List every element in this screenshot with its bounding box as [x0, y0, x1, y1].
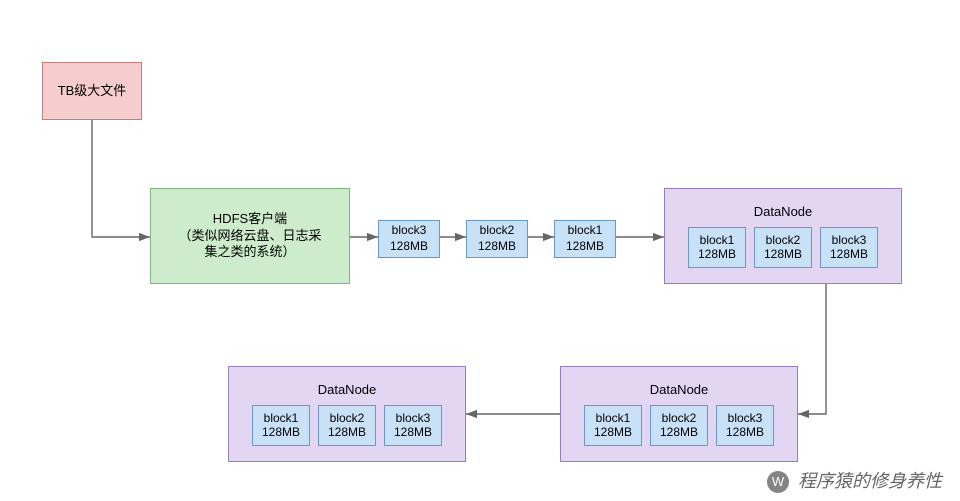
hdfs-line3: 集之类的系统） [204, 244, 295, 261]
watermark-text: 程序猿的修身养性 [798, 471, 942, 491]
datanode-3-title: DataNode [318, 382, 377, 399]
datanode-block-bot: 128MB [656, 425, 702, 439]
datanode-block-bot: 128MB [694, 247, 740, 261]
watermark: W 程序猿的修身养性 [767, 467, 942, 493]
datanode-1-blocks: block1128MBblock2128MBblock3128MB [688, 227, 878, 268]
datanode-block: block2128MB [650, 405, 708, 446]
node-tb-file: TB级大文件 [42, 62, 142, 120]
node-datanode-3: DataNode block1128MBblock2128MBblock3128… [228, 366, 466, 462]
datanode-block-bot: 128MB [590, 425, 636, 439]
node-datanode-1: DataNode block1128MBblock2128MBblock3128… [664, 188, 902, 284]
edge-tb-to-hdfs [92, 120, 150, 237]
datanode-block-bot: 128MB [760, 247, 806, 261]
datanode-block-bot: 128MB [826, 247, 872, 261]
datanode-block-top: block1 [258, 411, 304, 425]
datanode-block: block1128MB [688, 227, 746, 268]
datanode-block-top: block1 [590, 411, 636, 425]
datanode-1-title: DataNode [754, 204, 813, 221]
pipe-block3-top: block3 [392, 223, 427, 239]
datanode-block: block1128MB [252, 405, 310, 446]
datanode-block-bot: 128MB [390, 425, 436, 439]
datanode-block-top: block3 [390, 411, 436, 425]
datanode-2-title: DataNode [650, 382, 709, 399]
datanode-block-top: block2 [324, 411, 370, 425]
node-pipe-block3: block3 128MB [378, 220, 440, 258]
datanode-block-top: block3 [722, 411, 768, 425]
datanode-block-top: block2 [760, 233, 806, 247]
node-pipe-block2: block2 128MB [466, 220, 528, 258]
datanode-block: block2128MB [754, 227, 812, 268]
datanode-block: block3128MB [716, 405, 774, 446]
datanode-block-bot: 128MB [324, 425, 370, 439]
datanode-3-blocks: block1128MBblock2128MBblock3128MB [252, 405, 442, 446]
datanode-block-top: block3 [826, 233, 872, 247]
datanode-block-bot: 128MB [722, 425, 768, 439]
pipe-block2-top: block2 [480, 223, 515, 239]
datanode-block-top: block1 [694, 233, 740, 247]
datanode-block: block2128MB [318, 405, 376, 446]
node-hdfs-client: HDFS客户端 （类似网络云盘、日志采 集之类的系统） [150, 188, 350, 284]
datanode-block: block1128MB [584, 405, 642, 446]
datanode-block-top: block2 [656, 411, 702, 425]
edge-dn1-to-dn2 [798, 284, 826, 414]
pipe-block1-top: block1 [568, 223, 603, 239]
pipe-block2-bot: 128MB [478, 239, 516, 255]
wechat-icon: W [767, 471, 789, 493]
datanode-block-bot: 128MB [258, 425, 304, 439]
node-datanode-2: DataNode block1128MBblock2128MBblock3128… [560, 366, 798, 462]
datanode-2-blocks: block1128MBblock2128MBblock3128MB [584, 405, 774, 446]
node-pipe-block1: block1 128MB [554, 220, 616, 258]
hdfs-line1: HDFS客户端 [213, 211, 287, 228]
datanode-block: block3128MB [384, 405, 442, 446]
tb-file-label: TB级大文件 [58, 83, 127, 100]
pipe-block1-bot: 128MB [566, 239, 604, 255]
pipe-block3-bot: 128MB [390, 239, 428, 255]
hdfs-line2: （类似网络云盘、日志采 [178, 228, 321, 245]
datanode-block: block3128MB [820, 227, 878, 268]
